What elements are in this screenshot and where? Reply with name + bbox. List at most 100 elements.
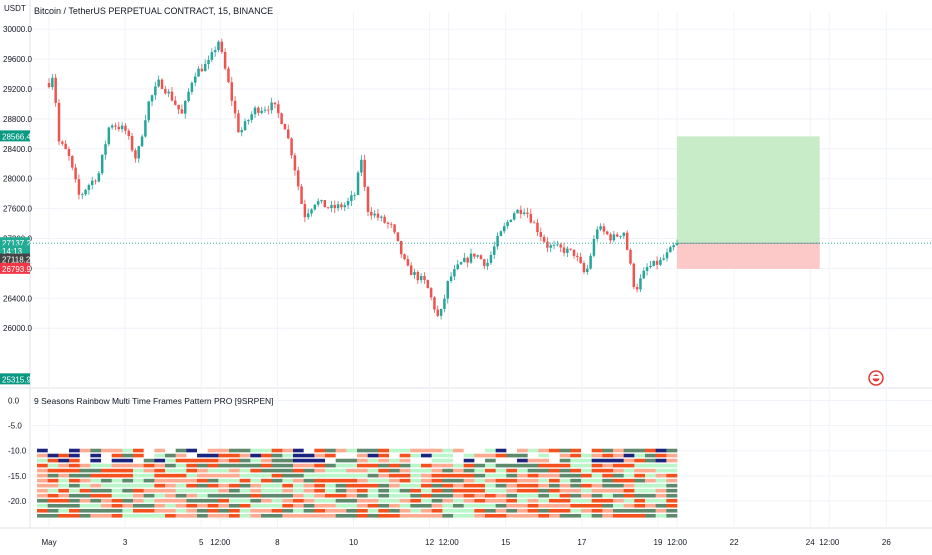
heatmap-cell xyxy=(239,463,251,468)
heatmap-cell xyxy=(47,498,59,503)
candle xyxy=(197,68,200,77)
heatmap-cell xyxy=(271,498,283,503)
heatmap-cell xyxy=(389,473,400,478)
candle xyxy=(51,77,54,88)
heatmap-cell xyxy=(485,493,496,498)
heatmap-cell xyxy=(613,488,624,493)
heatmap-cell xyxy=(229,508,240,513)
heatmap-cell xyxy=(549,513,560,518)
heatmap-cell xyxy=(442,513,454,518)
heatmap-cell xyxy=(239,448,251,453)
candle xyxy=(250,114,253,121)
heatmap-cell xyxy=(154,503,166,508)
heatmap-cell xyxy=(250,463,262,468)
heatmap-cell xyxy=(538,463,550,468)
heatmap-cell xyxy=(463,493,475,498)
heatmap-cell xyxy=(549,508,560,513)
heatmap-cell xyxy=(666,453,678,458)
heatmap-cell xyxy=(623,508,635,513)
heatmap-cell xyxy=(271,478,283,483)
heatmap-cell xyxy=(357,488,368,493)
heatmap-cell xyxy=(282,513,294,518)
heatmap-cell xyxy=(58,508,70,513)
heatmap-cell xyxy=(602,473,614,478)
heatmap-cell xyxy=(143,478,155,483)
flag-icon[interactable] xyxy=(868,370,884,386)
heatmap-cell xyxy=(613,448,624,453)
heatmap-cell xyxy=(538,488,550,493)
heatmap-cell xyxy=(431,478,443,483)
heatmap-cell xyxy=(101,473,112,478)
heatmap-cell xyxy=(399,493,411,498)
heatmap-cell xyxy=(111,448,123,453)
heatmap-cell xyxy=(293,503,304,508)
candle xyxy=(652,260,655,266)
heatmap-cell xyxy=(101,458,112,463)
heatmap-cell xyxy=(431,493,443,498)
heatmap-cell xyxy=(421,508,432,513)
candle xyxy=(203,64,207,72)
heatmap-cell xyxy=(623,493,635,498)
heatmap-cell xyxy=(47,453,59,458)
heatmap-cell xyxy=(410,448,422,453)
heatmap-cell xyxy=(581,508,592,513)
heatmap-cell xyxy=(602,513,614,518)
heatmap-cell xyxy=(101,513,112,518)
heatmap-cell xyxy=(602,483,614,488)
candle xyxy=(333,204,337,209)
heatmap-cell xyxy=(538,508,550,513)
heatmap-cell xyxy=(325,483,336,488)
heatmap-cell xyxy=(143,513,155,518)
heatmap-cell xyxy=(378,488,390,493)
price-label: 25315.9 xyxy=(2,375,31,384)
heatmap-cell xyxy=(69,463,80,468)
heatmap-cell xyxy=(122,458,134,463)
heatmap-cell xyxy=(666,513,678,518)
heatmap-cell xyxy=(69,483,80,488)
heatmap-cell xyxy=(389,453,400,458)
heatmap-cell xyxy=(314,483,326,488)
heatmap-cell xyxy=(282,448,294,453)
candle xyxy=(486,262,489,267)
heatmap-cell xyxy=(442,463,454,468)
heatmap-cell xyxy=(559,453,571,458)
heatmap-cell xyxy=(421,493,432,498)
heatmap-cell xyxy=(79,498,91,503)
heatmap-cell xyxy=(463,498,475,503)
heatmap-cell xyxy=(623,513,635,518)
heatmap-cell xyxy=(303,498,315,503)
heatmap-cell xyxy=(666,468,678,473)
heatmap-cell xyxy=(367,458,379,463)
heatmap-cell xyxy=(293,498,304,503)
price-label-bg xyxy=(0,130,30,142)
heatmap-cell xyxy=(143,483,155,488)
candle xyxy=(164,88,167,94)
candle xyxy=(559,244,562,248)
heatmap-cell xyxy=(122,503,134,508)
axis-unit-label: USDT xyxy=(4,4,26,13)
heatmap-cell xyxy=(591,458,603,463)
heatmap-cell xyxy=(218,488,230,493)
candle xyxy=(632,263,636,287)
candle xyxy=(675,243,679,246)
heatmap-cell xyxy=(527,498,539,503)
candle xyxy=(316,201,320,205)
heatmap-cell xyxy=(570,508,582,513)
candle xyxy=(346,200,350,206)
candle xyxy=(134,150,137,159)
heatmap-cell xyxy=(549,468,560,473)
heatmap-cell xyxy=(485,503,496,508)
y-tick-label: 26000.0 xyxy=(3,324,32,333)
heatmap-cell xyxy=(165,463,176,468)
heatmap-cell xyxy=(570,498,582,503)
heatmap-cell xyxy=(570,478,582,483)
heatmap-cell xyxy=(37,513,48,518)
heatmap-cell xyxy=(474,498,486,503)
heatmap-cell xyxy=(271,483,283,488)
heatmap-cell xyxy=(90,488,102,493)
candle xyxy=(320,200,323,202)
heatmap-cell xyxy=(197,508,208,513)
candle xyxy=(446,281,449,299)
heatmap-cell xyxy=(282,483,294,488)
